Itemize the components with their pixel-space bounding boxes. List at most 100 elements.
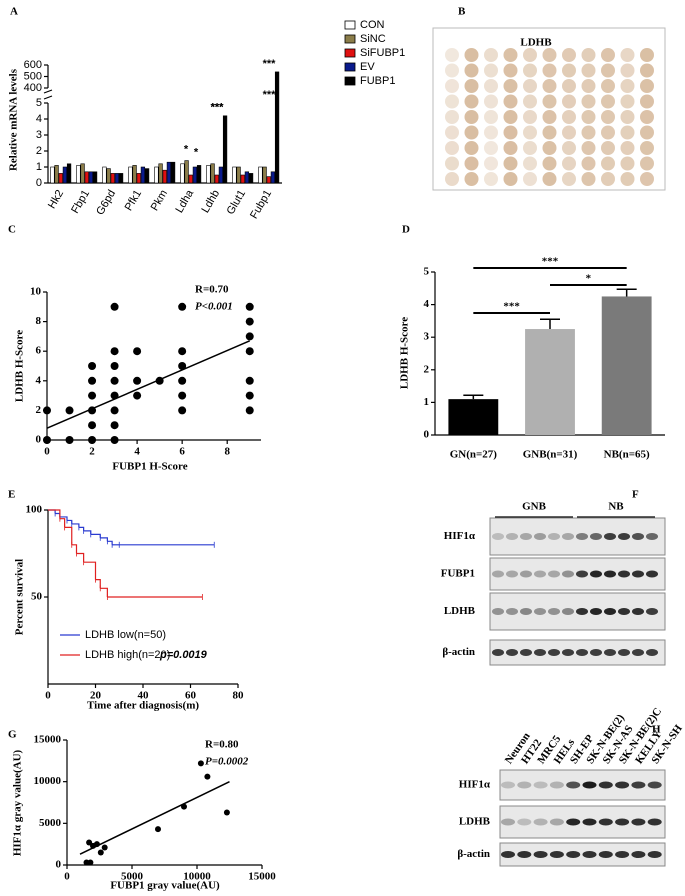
blot-band xyxy=(566,781,581,789)
tissue-core xyxy=(503,48,518,62)
significance-label: *** xyxy=(263,58,277,70)
legend-swatch xyxy=(344,48,356,58)
point xyxy=(245,317,254,326)
blot-band xyxy=(632,533,644,540)
point xyxy=(65,406,74,415)
point xyxy=(178,347,187,356)
row-label: HIF1α xyxy=(444,530,476,542)
bar xyxy=(258,166,263,184)
tissue-core xyxy=(562,79,576,93)
bar xyxy=(236,166,241,184)
tissue-core xyxy=(523,156,537,171)
legend-label: SiNC xyxy=(360,33,386,45)
blot-band xyxy=(582,818,597,826)
blot-band xyxy=(492,649,504,656)
blot-band xyxy=(520,570,532,578)
x-tick-label: Ldhb xyxy=(199,188,222,215)
tissue-core xyxy=(640,172,654,186)
bar xyxy=(58,173,63,184)
survival-step xyxy=(100,587,108,597)
y-tick-label: 10 xyxy=(30,286,42,298)
tissue-core xyxy=(523,110,537,124)
image-title: LDHB xyxy=(520,37,552,49)
group-label: GNB xyxy=(522,501,547,513)
point xyxy=(178,362,187,370)
blot-band xyxy=(517,851,532,858)
y-tick-label: 500 xyxy=(24,70,42,82)
tissue-core xyxy=(542,141,557,155)
x-axis-label: FUBP1 gray value(AU) xyxy=(110,880,220,892)
tissue-core xyxy=(601,94,615,109)
point xyxy=(204,773,211,780)
point xyxy=(88,362,97,370)
bar xyxy=(188,174,193,184)
blot-band xyxy=(647,818,662,826)
y-tick-label: 6 xyxy=(36,345,42,357)
tissue-core xyxy=(620,172,635,186)
point xyxy=(110,376,119,385)
blot-band xyxy=(517,781,532,789)
y-tick-label: 0 xyxy=(36,177,42,189)
bar xyxy=(262,166,267,184)
blot-band xyxy=(618,649,630,656)
tissue-core xyxy=(445,79,459,93)
point xyxy=(86,839,93,846)
stat-label: P<0.001 xyxy=(195,301,233,313)
point xyxy=(88,436,97,444)
bar xyxy=(270,171,276,184)
y-tick-label: 0 xyxy=(36,434,42,446)
tissue-core xyxy=(581,141,596,155)
blot-band xyxy=(646,533,658,540)
blot-band xyxy=(506,570,518,578)
y-axis-label: Percent survival xyxy=(14,559,26,635)
y-tick-label: 400 xyxy=(24,82,42,94)
point xyxy=(88,391,97,400)
tissue-core xyxy=(503,156,518,171)
tissue-core xyxy=(542,172,557,186)
survival-step xyxy=(67,519,73,524)
point xyxy=(245,406,254,415)
blot-band xyxy=(632,608,644,615)
y-axis-label: LDHB H-Score xyxy=(399,317,411,389)
survival-step xyxy=(95,579,101,589)
tissue-core xyxy=(464,94,479,109)
blot-band xyxy=(520,533,532,540)
tissue-core xyxy=(640,141,654,155)
bar xyxy=(214,174,219,184)
panel-letter: B xyxy=(458,6,466,18)
point xyxy=(87,859,94,866)
blot-band xyxy=(533,818,548,826)
point xyxy=(133,391,142,400)
tissue-core xyxy=(562,63,576,78)
tissue-core xyxy=(581,79,596,93)
tissue-core xyxy=(484,110,498,124)
x-tick-label: 10000 xyxy=(183,871,211,883)
bar xyxy=(448,399,499,435)
x-tick-label: 6 xyxy=(179,446,185,458)
tissue-core xyxy=(484,172,498,186)
y-tick-label: 4 xyxy=(424,298,430,310)
x-tick-label: Fbp1 xyxy=(69,188,92,216)
x-tick-label: 0 xyxy=(64,871,70,883)
blot-band xyxy=(631,851,646,858)
blot-band xyxy=(501,818,515,826)
point xyxy=(178,302,187,311)
blot-band xyxy=(534,533,546,540)
tissue-core xyxy=(445,141,459,155)
legend-swatch xyxy=(344,34,356,44)
y-tick-label: 3 xyxy=(36,129,42,141)
y-tick-label: 1 xyxy=(36,161,42,173)
tissue-core xyxy=(484,63,498,78)
tissue-core xyxy=(523,63,537,78)
blot-band xyxy=(576,649,588,656)
y-tick-label: 4 xyxy=(36,374,42,386)
blot-band xyxy=(506,608,518,615)
tissue-core xyxy=(503,172,518,186)
tissue-core xyxy=(464,141,479,155)
group-label: NB xyxy=(608,501,624,513)
significance-label: * xyxy=(194,147,199,159)
blot-band xyxy=(632,570,644,578)
blot-band xyxy=(501,851,515,858)
tissue-core xyxy=(542,94,557,109)
